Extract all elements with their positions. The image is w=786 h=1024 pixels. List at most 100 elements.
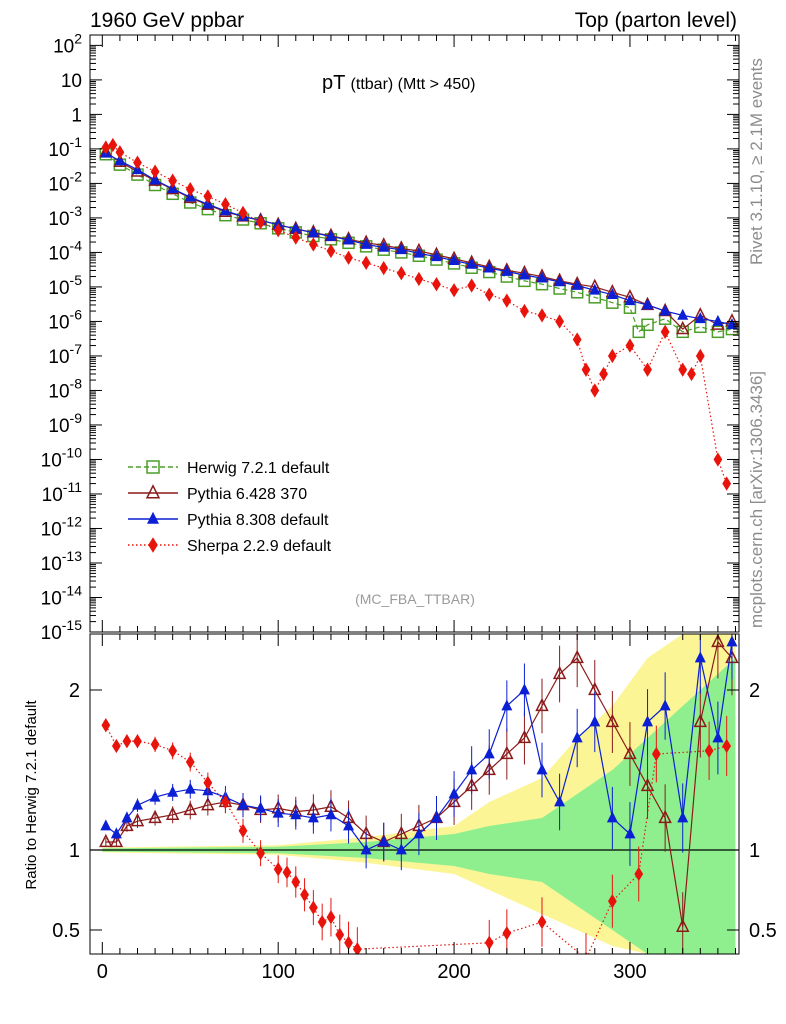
ratio-point <box>517 729 532 744</box>
data-point <box>687 366 696 382</box>
data-point <box>430 250 442 262</box>
data-point <box>273 223 283 238</box>
legend-item-sherpa-2-2-9-default: Sherpa 2.2.9 default <box>128 537 332 555</box>
data-point <box>713 452 723 467</box>
legend-item-pythia-8-308-default: Pythia 8.308 default <box>128 511 329 529</box>
series-pythia-8-308-default <box>100 146 738 330</box>
ratio-point <box>623 745 637 760</box>
y-tick-label: 10-13 <box>41 548 83 575</box>
ratio-point <box>704 743 714 758</box>
ratio-point <box>100 819 112 831</box>
y-tick-label: 10-4 <box>48 237 82 264</box>
legend-label: Herwig 7.2.1 default <box>187 460 330 477</box>
data-point <box>607 348 617 364</box>
data-point <box>361 255 371 270</box>
ratio-point <box>536 763 548 775</box>
ratio-y-tick-label: 2 <box>69 680 80 702</box>
data-point <box>168 173 178 188</box>
ratio-point <box>605 713 620 728</box>
y-tick-label: 102 <box>53 30 82 57</box>
ratio-point <box>130 812 145 827</box>
ratio-point <box>501 699 513 711</box>
ratio-point <box>255 801 267 813</box>
data-point <box>290 222 302 234</box>
ratio-y-tick-label: 0.5 <box>52 920 80 942</box>
y-tick-label: 10-5 <box>48 272 82 299</box>
data-point <box>432 277 441 292</box>
ratio-point <box>659 699 671 711</box>
y-tick-label: 10-1 <box>48 134 82 161</box>
data-point <box>185 182 195 197</box>
data-point <box>483 261 495 273</box>
data-point <box>114 154 126 166</box>
data-point <box>606 287 618 299</box>
ratio-y-tick-label-right: 1 <box>749 840 760 862</box>
data-point <box>326 243 336 259</box>
data-point <box>677 308 689 320</box>
ratio-point <box>121 811 133 823</box>
data-point <box>448 253 460 265</box>
legend-label: Pythia 6.428 370 <box>187 486 307 503</box>
ratio-point <box>360 843 372 855</box>
ratio-y-tick-label: 1 <box>69 840 80 862</box>
data-point <box>150 164 160 179</box>
main-panel: 102 10 1 10-1 10-2 10-3 10-4 10-5 10-6 10-7 10-8 10… <box>41 30 740 644</box>
ratio-point <box>273 862 283 877</box>
ratio-point <box>326 910 336 925</box>
ratio-point <box>120 817 134 832</box>
data-point <box>360 237 372 249</box>
ratio-point <box>167 785 179 797</box>
ratio-point <box>335 927 345 942</box>
ratio-point <box>238 823 248 838</box>
ratio-point <box>584 951 588 954</box>
ratio-point <box>307 811 319 823</box>
ratio-point <box>722 738 732 754</box>
ratio-point <box>343 819 355 831</box>
ratio-ylabel: Ratio to Herwig 7.2.1 default <box>23 700 40 890</box>
ratio-point <box>256 846 266 861</box>
legend-marker <box>146 460 160 474</box>
ratio-point <box>552 665 567 680</box>
ratio-y-tick-label-right: 2 <box>749 680 760 702</box>
ratio-point <box>290 808 302 820</box>
watermark: (MC_FBA_TTBAR) <box>355 591 475 607</box>
main-frame <box>89 34 740 633</box>
y-tick-label: 10-14 <box>41 582 83 609</box>
data-point <box>590 383 600 398</box>
ratio-point <box>651 746 661 762</box>
data-point <box>572 332 582 347</box>
data-point <box>581 362 591 377</box>
ratio-point <box>148 809 162 824</box>
ratio-point <box>272 806 284 818</box>
ratio-point <box>378 835 390 847</box>
ratio-point <box>694 651 706 663</box>
data-point <box>291 230 301 245</box>
y-tick-label: 1 <box>71 105 82 126</box>
ratio-point <box>658 809 672 824</box>
data-point <box>467 278 477 293</box>
ratio-point <box>642 715 654 727</box>
ratio-point <box>203 775 213 790</box>
ratio-point <box>571 731 583 743</box>
data-point <box>343 233 355 245</box>
data-point <box>695 348 705 364</box>
series-pythia-6-428-370 <box>99 143 739 335</box>
series-line <box>105 144 728 484</box>
data-point <box>203 189 213 204</box>
ratio-point <box>500 745 514 760</box>
ratio-point <box>344 935 353 950</box>
data-point <box>466 257 478 269</box>
ratio-point <box>131 798 143 810</box>
ratio-point <box>395 843 407 855</box>
ratio-point <box>693 713 708 728</box>
data-point <box>101 140 111 155</box>
ratio-point <box>101 718 111 733</box>
x-tick-label: 0 <box>97 961 108 983</box>
x-tick-label: 200 <box>437 961 470 983</box>
data-point <box>484 287 494 302</box>
ratio-series-pythia-8-308-default <box>100 634 738 871</box>
data-point <box>589 283 601 295</box>
ratio-point <box>466 763 478 775</box>
ratio-point <box>448 787 460 799</box>
ratio-band <box>102 658 736 954</box>
